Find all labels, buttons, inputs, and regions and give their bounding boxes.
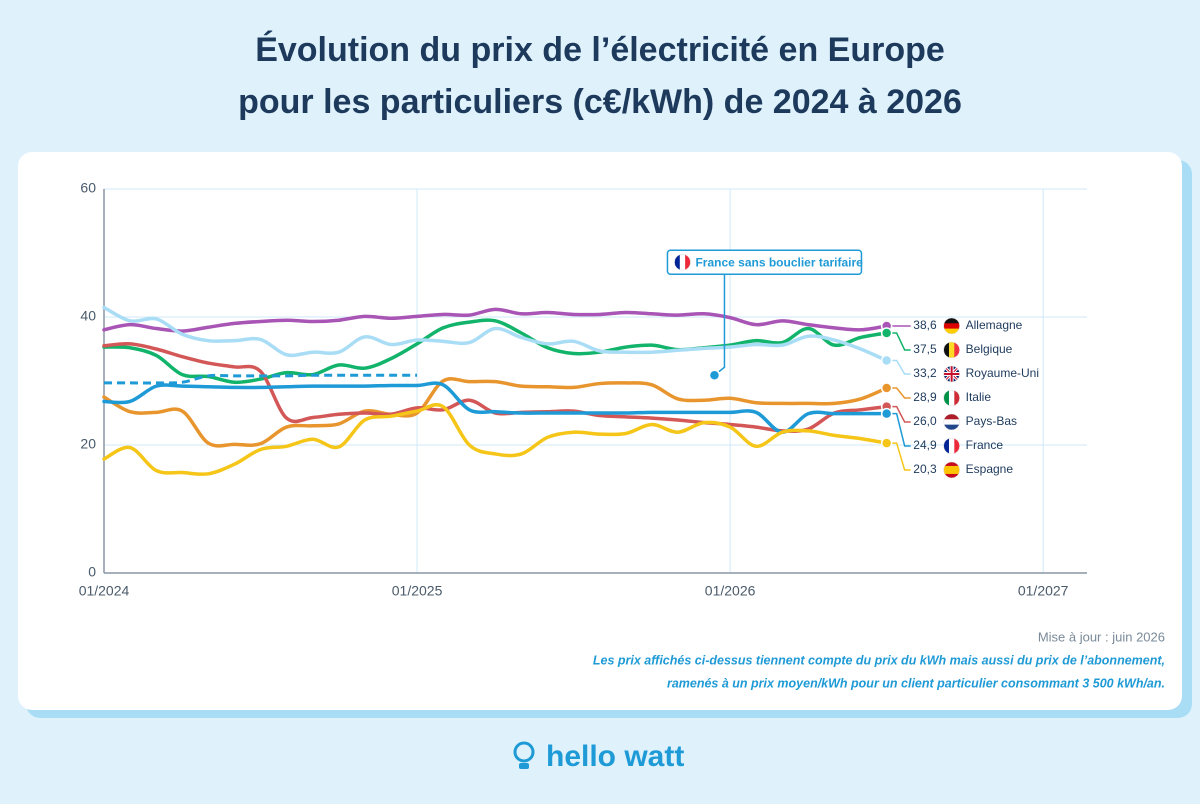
flag: [943, 437, 960, 455]
plot: 0 20 40 60 01/2024 01/2025 01/2026 01/2027 38,6 A…: [79, 180, 1087, 599]
card: [18, 152, 1182, 710]
flag-stripe: [943, 419, 960, 425]
series-line: [102, 377, 889, 448]
note-line: ramenés à un prix moyen/kWh pour un clie…: [667, 676, 1165, 690]
flag-stripe: [943, 424, 960, 430]
flag-clip: [674, 254, 691, 271]
flag: [943, 317, 960, 335]
logo-base: [519, 763, 529, 769]
flag-stripe: [943, 317, 960, 324]
end-point: [880, 354, 893, 367]
flag-stripe: [948, 437, 955, 454]
value-label: 24,9: [913, 438, 937, 452]
flag-stripe: [943, 437, 950, 454]
legend-label: Belgique: [966, 342, 1013, 356]
value-label: 28,9: [913, 390, 937, 404]
value-label: 20,3: [913, 462, 937, 476]
annotation-point: [708, 369, 721, 381]
flag-stripe: [954, 341, 960, 358]
logo: hello watt: [513, 740, 684, 773]
value-label: 37,5: [913, 342, 937, 356]
series-line: [104, 373, 418, 385]
flag-stripe: [943, 328, 960, 334]
flag-border: [943, 413, 960, 431]
flag-stripe: [943, 323, 960, 329]
series-line: [102, 381, 889, 434]
legend-label: Pays-Bas: [966, 414, 1017, 428]
logo-bulb: [513, 741, 535, 763]
flag-clip: [943, 341, 960, 358]
flag-stripe: [954, 437, 960, 454]
series-line: [102, 402, 889, 477]
end-point: [880, 327, 893, 339]
flag-stripe: [943, 413, 960, 420]
flag-clip: [943, 461, 960, 478]
flag: [943, 413, 960, 431]
x-tick-label: 01/2025: [392, 583, 443, 599]
legend-label: Royaume-Uni: [966, 366, 1039, 380]
flag-clip: [943, 389, 960, 406]
series-line: [102, 305, 889, 363]
title-line: Évolution du prix de l’électricité en Eu…: [255, 31, 945, 69]
series-line: [102, 318, 889, 385]
flag-stripe: [948, 389, 955, 406]
flag-border: [943, 365, 960, 383]
flag-cross: [943, 365, 960, 382]
end-point: [880, 382, 893, 394]
annotation-box: [666, 249, 863, 275]
brand: hello watt: [546, 740, 684, 773]
y-tick-label: 20: [80, 436, 96, 452]
flag-border: [943, 461, 960, 479]
flag-clip: [943, 413, 960, 430]
flag-stripe: [685, 254, 691, 271]
note-line: Les prix affichés ci-dessus tiennent com…: [593, 653, 1165, 667]
flag-border: [943, 341, 960, 359]
flag: [943, 461, 960, 479]
end-point: [880, 437, 893, 449]
flag: [943, 365, 960, 383]
flag-stripe: [943, 465, 960, 474]
series-line: [102, 307, 889, 333]
value-label: 38,6: [913, 318, 937, 332]
update-note: Mise à jour : juin 2026: [1038, 629, 1165, 644]
flag-stripe: [943, 341, 950, 358]
value-label: 26,0: [913, 414, 937, 428]
annotation-text: France sans bouclier tarifaire: [695, 255, 863, 269]
flag-clip: [943, 317, 960, 334]
legend-label: Espagne: [966, 462, 1014, 476]
flag-stripe: [943, 389, 950, 406]
x-tick-label: 01/2027: [1018, 583, 1069, 599]
legend-label: France: [966, 438, 1004, 452]
flag-stripe: [954, 389, 960, 406]
y-tick-label: 60: [80, 180, 96, 196]
value-label: 33,2: [913, 366, 937, 380]
flag-stripe: [948, 341, 955, 358]
flag: [943, 341, 960, 359]
flag: [674, 253, 691, 271]
flag-clip: [943, 365, 960, 382]
title-line: pour les particuliers (c€/kWh) de 2024 à…: [238, 83, 962, 121]
x-tick-label: 01/2026: [705, 583, 756, 599]
flag-border: [943, 317, 960, 335]
end-point: [880, 407, 893, 420]
flag-stripe: [674, 254, 681, 271]
flag-border: [943, 437, 960, 455]
flag-stripe: [679, 254, 686, 271]
flag: [943, 389, 960, 407]
flag-border: [943, 389, 960, 407]
flag-clip: [943, 437, 960, 454]
y-tick-label: 0: [88, 564, 96, 580]
flag-border: [674, 253, 691, 271]
x-tick-label: 01/2024: [79, 583, 130, 599]
y-tick-label: 40: [80, 308, 96, 324]
legend-label: Allemagne: [966, 318, 1023, 332]
legend-label: Italie: [966, 390, 992, 404]
